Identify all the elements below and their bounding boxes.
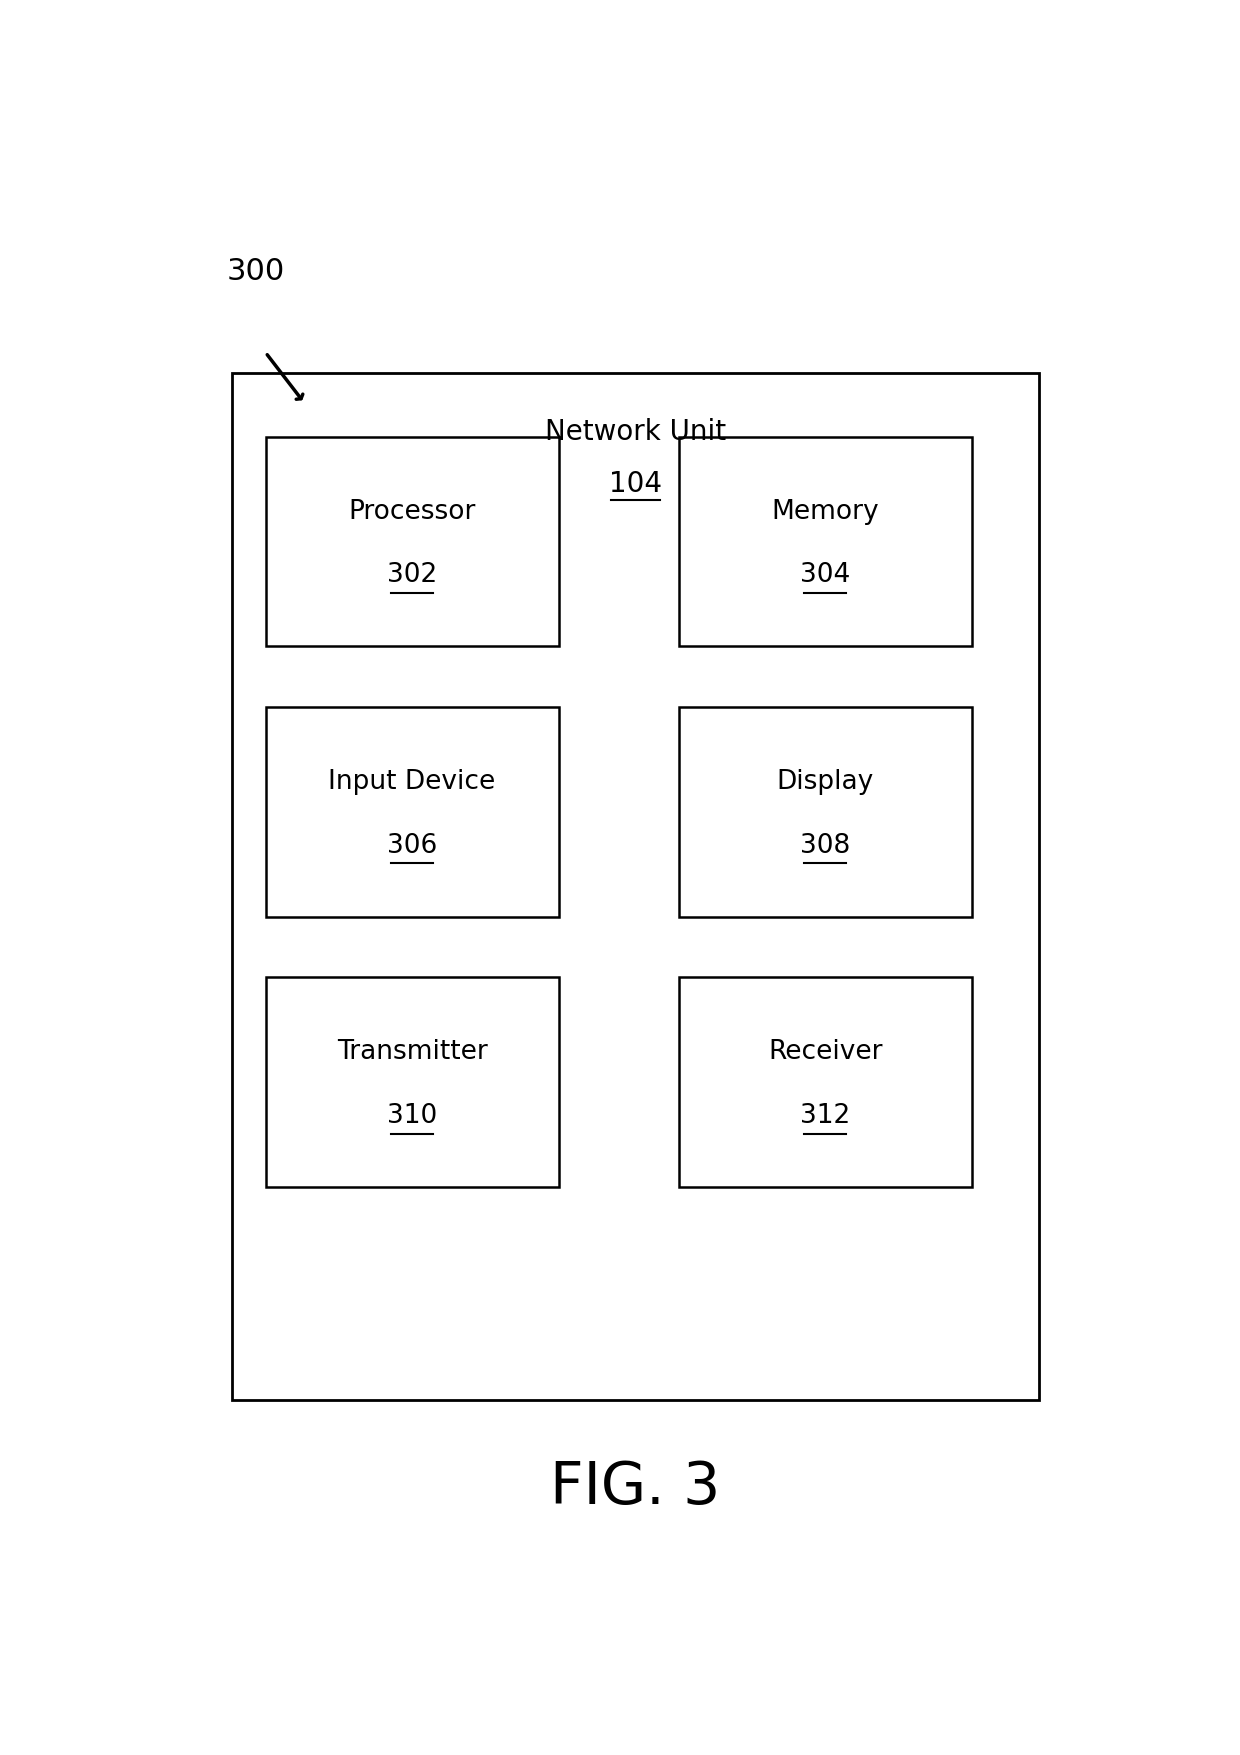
Text: 308: 308 — [800, 832, 851, 858]
Text: 310: 310 — [387, 1102, 438, 1128]
Text: 302: 302 — [387, 562, 438, 588]
Text: Processor: Processor — [348, 498, 476, 525]
Text: 312: 312 — [800, 1102, 851, 1128]
Text: Network Unit: Network Unit — [544, 418, 727, 446]
Text: Receiver: Receiver — [768, 1039, 883, 1065]
Text: Display: Display — [776, 769, 874, 795]
FancyBboxPatch shape — [678, 978, 972, 1186]
Text: Input Device: Input Device — [329, 769, 496, 795]
Text: 104: 104 — [609, 470, 662, 498]
Text: 300: 300 — [227, 256, 285, 286]
FancyBboxPatch shape — [232, 372, 1039, 1400]
FancyBboxPatch shape — [678, 707, 972, 916]
Text: FIG. 3: FIG. 3 — [551, 1458, 720, 1516]
FancyBboxPatch shape — [678, 437, 972, 646]
Text: Transmitter: Transmitter — [337, 1039, 487, 1065]
Text: 306: 306 — [387, 832, 438, 858]
Text: Memory: Memory — [771, 498, 879, 525]
FancyBboxPatch shape — [265, 978, 558, 1186]
FancyBboxPatch shape — [265, 707, 558, 916]
FancyBboxPatch shape — [265, 437, 558, 646]
Text: 304: 304 — [800, 562, 851, 588]
